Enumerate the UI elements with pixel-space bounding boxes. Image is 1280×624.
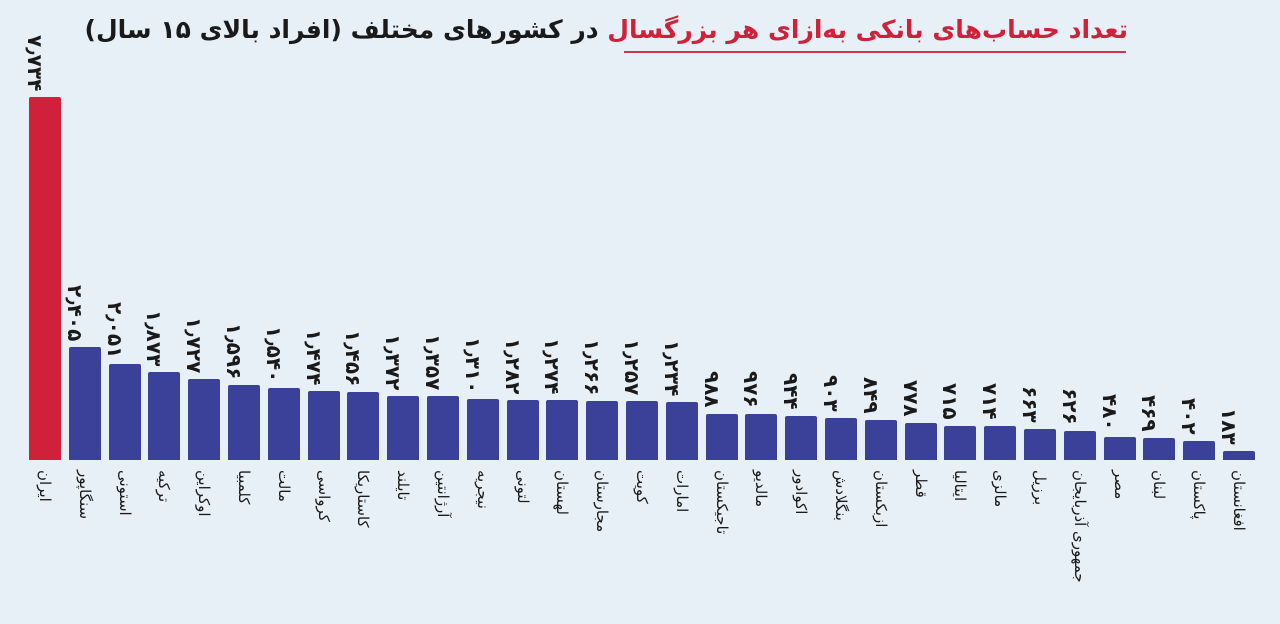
bar [1223, 451, 1255, 460]
value-text: ۱٫۷۲۷ [182, 316, 207, 374]
bar [904, 423, 937, 460]
value-text: ۷۱۴ [978, 383, 1003, 421]
value-text: ۹۸۸ [699, 370, 724, 408]
bar [1063, 430, 1096, 460]
value-text: ۷٫۷۳۴ [23, 35, 47, 92]
value-text: ۴۸۰ [1097, 394, 1122, 432]
bar [427, 396, 459, 460]
category-text: کویت [633, 470, 651, 504]
value-text: ۱٫۵۹۶ [222, 323, 246, 380]
category-text: آرژانتین [434, 470, 452, 518]
chart-title-highlight: تعداد حساب‌های بانکی به‌ازای هر بزرگسال [607, 15, 1128, 44]
bar [506, 399, 539, 460]
bar [626, 401, 658, 460]
bar [1143, 437, 1176, 460]
value-text: ۱٫۳۷۲ [381, 333, 406, 390]
category-text: استونی [115, 470, 134, 516]
category-text: بنگلادش [832, 470, 850, 521]
category-text: مالدیو [752, 470, 771, 507]
bar [228, 385, 260, 460]
category-text: لهستان [553, 470, 572, 515]
bar [29, 97, 61, 460]
category-text: جمهوری آذربایجان [1070, 470, 1089, 583]
category-text: امارات [672, 470, 691, 513]
category-text: کرواسی [314, 470, 333, 522]
bar [1103, 437, 1136, 460]
bar [307, 390, 340, 460]
category-text: مصر [1110, 470, 1129, 500]
category-text: اکوادور [792, 470, 811, 515]
bar [68, 347, 101, 460]
value-text: ۷۱۵ [938, 383, 963, 421]
bar [944, 426, 977, 460]
category-text: پاکستان [1190, 470, 1209, 520]
value-text: ۱٫۲۵۷ [620, 339, 644, 396]
value-text: ۸۴۹ [858, 377, 883, 414]
bar [586, 400, 619, 460]
bar [188, 378, 221, 460]
bar [745, 414, 778, 460]
bar [148, 372, 181, 460]
value-text: ۱٫۳۱۰ [460, 336, 485, 393]
value-text: ۹۷۶ [739, 371, 764, 408]
category-text: سنگاپور [75, 470, 94, 520]
bar [387, 395, 420, 460]
value-text: ۱٫۲۳۴ [659, 340, 684, 397]
category-text: مالت [274, 470, 293, 502]
category-text: لبنان [1150, 470, 1169, 500]
category-text: ایتالیا [951, 470, 970, 502]
category-text: قطر [911, 470, 930, 498]
category-text: تایلند [394, 470, 413, 501]
value-text: ۱٫۲۸۲ [500, 337, 525, 395]
value-text: ۹۴۴ [779, 372, 804, 410]
bar [347, 391, 380, 460]
title-underline [624, 51, 1126, 53]
category-text: لتونی [513, 470, 532, 504]
bar [984, 426, 1017, 460]
value-text: ۱٫۲۷۴ [540, 338, 565, 395]
chart-title: تعداد حساب‌های بانکی به‌ازای هر بزرگسال … [85, 10, 1128, 50]
bar [108, 363, 141, 460]
value-text: ۲٫۴۰۵ [62, 285, 87, 342]
value-text: ۹۰۳ [819, 374, 843, 412]
bar [466, 398, 499, 460]
value-text: ۱۸۳ [1217, 408, 1241, 446]
bar [1183, 441, 1216, 460]
bar [546, 400, 579, 460]
value-text: ۷۷۸ [898, 380, 923, 418]
bar [267, 387, 300, 460]
category-text: افغانستان [1230, 470, 1248, 531]
value-text: ۱٫۴۷۴ [301, 328, 326, 386]
value-text: ۶۶۳ [1018, 385, 1042, 423]
category-text: ترکیه [155, 470, 174, 503]
category-text: کاستاریکا [354, 470, 373, 528]
value-text: ۶۲۶ [1057, 387, 1082, 425]
category-text: ازبکستان [871, 470, 890, 528]
bar [785, 415, 818, 460]
category-text: نیجریه [473, 470, 492, 509]
category-text: مالزی [991, 470, 1010, 508]
value-text: ۴۰۲ [1177, 398, 1202, 435]
value-text: ۱٫۸۷۳ [142, 310, 167, 367]
category-text: برزیل [1031, 470, 1049, 506]
value-text: ۴۶۹ [1137, 394, 1162, 432]
category-text: ایران [36, 470, 54, 502]
chart-title-rest: در کشورهای مختلف (افراد بالای ۱۵ سال) [84, 15, 608, 44]
category-text: مجارستان [593, 470, 612, 533]
bar [705, 413, 738, 460]
bar [1024, 428, 1056, 460]
bar [665, 402, 698, 460]
value-text: ۲٫۰۵۱ [102, 301, 127, 359]
category-text: کلمبیا [235, 470, 253, 505]
value-text: ۱٫۲۶۶ [580, 338, 605, 395]
value-text: ۱٫۵۴۰ [261, 325, 286, 383]
category-text: تاجیکستان [712, 470, 731, 535]
bar [825, 417, 857, 460]
value-text: ۱٫۴۵۶ [341, 329, 366, 386]
category-text: اوکراین [195, 470, 214, 517]
bar [864, 420, 897, 460]
value-text: ۱٫۳۵۷ [421, 334, 445, 391]
